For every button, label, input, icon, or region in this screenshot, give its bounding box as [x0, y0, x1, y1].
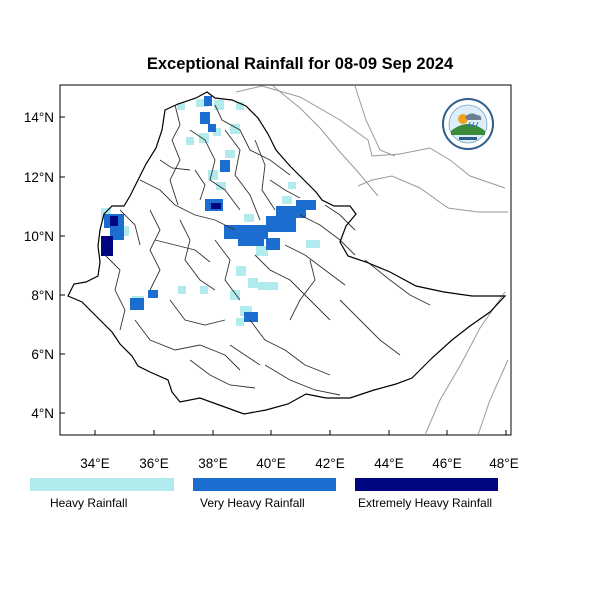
longitude-label: 34°E — [80, 456, 109, 471]
heavy-rainfall-cell — [196, 99, 208, 107]
longitude-label: 42°E — [315, 456, 344, 471]
very-heavy-rainfall-cell — [208, 124, 216, 132]
longitude-label: 40°E — [256, 456, 285, 471]
latitude-label: 4°N — [31, 406, 54, 421]
heavy-rainfall-cell — [248, 278, 258, 288]
heavy-rainfall-cell — [121, 226, 129, 236]
very-heavy-rainfall-cell — [238, 238, 264, 246]
rainfall-cells — [101, 96, 320, 326]
heavy-rainfall-cell — [214, 100, 224, 110]
heavy-rainfall-cell — [178, 286, 186, 294]
heavy-rainfall-cell — [306, 240, 320, 248]
longitude-label: 38°E — [198, 456, 227, 471]
heavy-rainfall-cell — [258, 282, 278, 290]
heavy-rainfall-cell — [230, 124, 240, 134]
heavy-rainfall-cell — [256, 246, 268, 256]
extremely-heavy-rainfall-cell — [211, 203, 221, 209]
very-heavy-rainfall-cell — [110, 228, 124, 240]
map-title: Exceptional Rainfall for 08-09 Sep 2024 — [146, 55, 454, 73]
heavy-rainfall-cell — [288, 182, 296, 189]
very-heavy-rainfall-cell — [266, 216, 296, 232]
heavy-rainfall-cell — [200, 286, 208, 294]
longitude-label: 46°E — [432, 456, 461, 471]
very-heavy-rainfall-cell — [244, 312, 258, 322]
very-heavy-rainfall-cell — [204, 96, 212, 106]
region-borders — [104, 104, 431, 396]
heavy-rainfall-cell — [177, 103, 185, 110]
very-heavy-rainfall-cell — [130, 298, 144, 310]
heavy-rainfall-cell — [216, 182, 226, 190]
axis-ticks — [60, 116, 507, 435]
longitude-label: 36°E — [139, 456, 168, 471]
very-heavy-rainfall-cell — [224, 225, 268, 239]
heavy-rainfall-cell — [186, 137, 194, 145]
legend-swatch-very-heavy — [193, 478, 336, 491]
heavy-rainfall-cell — [240, 306, 252, 316]
neighbor-borders — [235, 85, 509, 435]
very-heavy-rainfall-cell — [220, 160, 230, 172]
latitude-label: 14°N — [24, 110, 54, 125]
heavy-rainfall-cell — [199, 133, 209, 143]
very-heavy-rainfall-cell — [200, 112, 210, 124]
heavy-rainfall-cell — [225, 150, 235, 158]
latitude-label: 6°N — [31, 347, 54, 362]
legend-label-extremely-heavy: Extremely Heavy Rainfall — [358, 496, 493, 510]
heavy-rainfall-cell — [230, 290, 240, 300]
extremely-heavy-rainfall-cell — [101, 236, 113, 256]
ethiopia-border — [67, 91, 507, 415]
heavy-rainfall-cell — [236, 102, 244, 110]
map-frame — [59, 84, 512, 436]
longitude-label: 44°E — [374, 456, 403, 471]
legend-label-very-heavy: Very Heavy Rainfall — [200, 496, 305, 510]
very-heavy-rainfall-cell — [296, 200, 316, 210]
heavy-rainfall-cell — [213, 128, 221, 136]
extremely-heavy-rainfall-cell — [110, 216, 118, 226]
legend-swatch-heavy — [30, 478, 174, 491]
longitude-label: 48°E — [489, 456, 518, 471]
heavy-rainfall-cell — [208, 170, 218, 180]
very-heavy-rainfall-cell — [148, 290, 158, 298]
latitude-label: 12°N — [24, 170, 54, 185]
heavy-rainfall-cell — [236, 266, 246, 276]
latitude-label: 10°N — [24, 229, 54, 244]
meteorology-agency-logo-icon — [442, 98, 494, 150]
very-heavy-rainfall-cell — [266, 238, 280, 250]
latitude-label: 8°N — [31, 288, 54, 303]
legend-label-heavy: Heavy Rainfall — [50, 496, 128, 510]
legend-swatch-extremely-heavy — [355, 478, 498, 491]
heavy-rainfall-cell — [244, 214, 254, 222]
heavy-rainfall-cell — [282, 196, 292, 204]
heavy-rainfall-cell — [236, 318, 244, 326]
